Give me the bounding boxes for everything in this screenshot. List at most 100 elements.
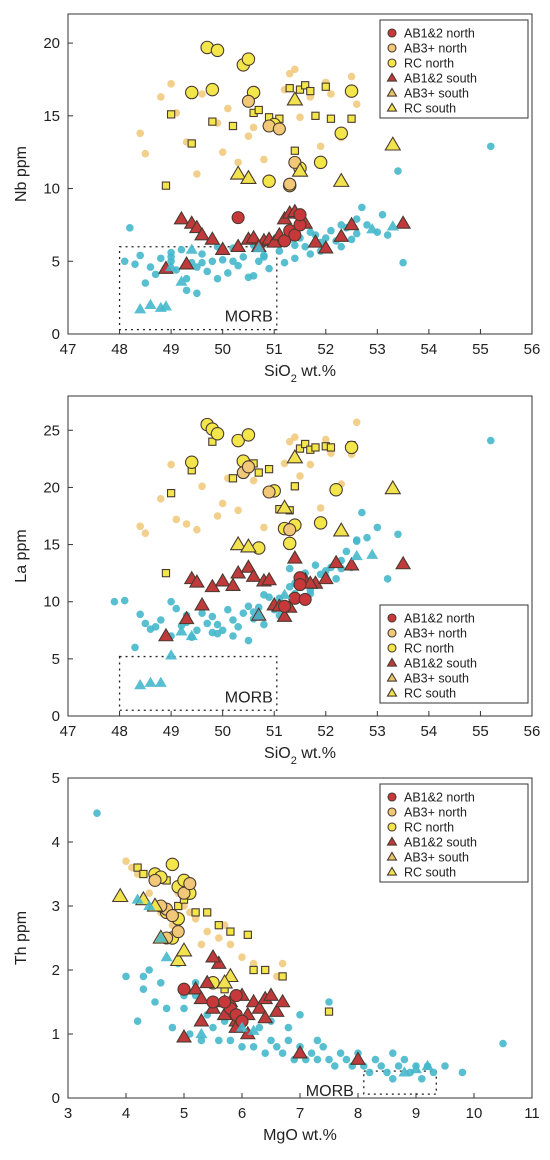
point-ab12_south — [333, 228, 350, 242]
point-bg — [313, 1036, 322, 1045]
point-ab3_south — [386, 220, 399, 231]
point-bg — [208, 257, 217, 266]
point-rc_north_sq — [228, 121, 238, 131]
point-rc_north_sq — [243, 930, 252, 939]
point-bg — [224, 605, 232, 614]
point-ab12_north — [231, 211, 245, 225]
point-rc_south — [384, 479, 402, 495]
point-ab12_south — [328, 554, 345, 569]
point-rc_north_sq — [326, 443, 336, 452]
point-ab3_north — [197, 940, 206, 949]
point-rc_north_sq — [249, 965, 258, 975]
point-bg — [313, 1055, 322, 1064]
morb-label: MORB — [225, 689, 273, 706]
point-bg — [383, 231, 392, 239]
y-tick-label: 0 — [52, 326, 60, 343]
legend-marker — [387, 822, 397, 832]
point-ab3_south — [252, 242, 265, 253]
point-bg — [394, 167, 402, 175]
y-tick-label: 15 — [43, 537, 60, 554]
legend-marker — [387, 628, 397, 638]
point-bg — [441, 1062, 449, 1070]
point-bg — [378, 210, 387, 219]
point-ab12_south — [178, 610, 195, 625]
point-bg — [203, 619, 211, 628]
point-bg — [172, 604, 181, 613]
legend-label: RC south — [404, 866, 456, 880]
point-bg — [177, 245, 186, 254]
point-ab3_north — [352, 100, 361, 108]
point-bg — [332, 575, 340, 583]
point-rc_north_sq — [306, 86, 315, 96]
point-rc_north_sq — [301, 439, 310, 449]
point-bg — [229, 257, 237, 266]
x-tick-label: 47 — [60, 723, 77, 740]
point-ab3_north — [296, 113, 304, 122]
legend-marker — [387, 643, 397, 653]
point-bg — [267, 1036, 275, 1045]
point-ab3_north_c — [283, 177, 297, 191]
point-rc_north_c — [344, 84, 359, 98]
point-bg — [499, 1039, 507, 1048]
point-ab3_north_c — [177, 886, 191, 900]
point-ab12_north — [277, 234, 292, 248]
chart-panel-3: 3 4 5 6 7 8 9 10 11 0 1 2 3 4 5 MgO wt.% Th ppm MORB AB1&2… — [13, 770, 540, 1144]
point-rc_north_sq — [324, 1007, 334, 1016]
point-ab12_north — [206, 995, 220, 1009]
point-bg — [239, 253, 248, 261]
point-bg — [208, 612, 217, 621]
point-bg — [139, 985, 148, 993]
point-ab3_south — [160, 951, 173, 962]
x-tick-label: 48 — [111, 341, 128, 358]
x-tick-label: 9 — [412, 1105, 420, 1122]
data-points — [120, 40, 495, 314]
point-bg — [363, 221, 371, 229]
point-bg — [131, 643, 139, 652]
legend-marker — [386, 836, 398, 846]
legend-label: RC north — [404, 57, 454, 71]
point-bg — [151, 998, 159, 1006]
point-ab3_north_c — [241, 460, 255, 474]
point-ab12_north — [288, 228, 302, 242]
point-ab12_south — [317, 570, 334, 585]
point-rc_north_c — [334, 126, 348, 141]
legend-marker — [387, 58, 397, 68]
point-ab12_south — [266, 234, 283, 248]
legend-marker — [387, 792, 397, 802]
point-ab12_south — [307, 234, 324, 248]
point-bg — [306, 250, 315, 258]
point-bg — [486, 142, 495, 151]
legend-marker — [387, 43, 397, 53]
point-ab3_south — [131, 893, 144, 904]
y-tick-label: 25 — [43, 422, 60, 439]
point-bg — [182, 274, 191, 283]
point-bg — [325, 1055, 333, 1064]
y-tick-label: 4 — [52, 834, 60, 851]
point-ab3_north — [234, 158, 242, 167]
point-ab3_north — [136, 522, 144, 531]
point-rc_north_c — [165, 857, 180, 872]
y-axis-label: Nb ppm — [13, 146, 30, 202]
point-rc_north_sq — [321, 82, 330, 91]
point-bg — [275, 247, 284, 255]
legend-marker — [386, 866, 398, 876]
point-ab3_south — [252, 609, 265, 620]
point-bg — [218, 256, 227, 264]
point-bg — [254, 257, 263, 266]
point-rc_north_sq — [191, 908, 200, 917]
y-tick-label: 10 — [43, 594, 60, 611]
point-bg — [260, 620, 268, 629]
point-ab3_north — [260, 155, 268, 164]
point-ab3_north — [244, 132, 253, 140]
point-ab3_north — [306, 460, 315, 469]
point-bg — [265, 264, 273, 273]
point-bg — [365, 1068, 374, 1077]
point-bg — [213, 620, 222, 629]
point-ab12_south — [286, 550, 303, 564]
point-bg — [352, 536, 361, 544]
point-ab3_north — [182, 520, 191, 528]
point-bg — [167, 597, 175, 606]
point-rc_north_sq — [311, 111, 320, 120]
point-bg — [273, 1043, 281, 1051]
point-bg — [213, 274, 222, 283]
